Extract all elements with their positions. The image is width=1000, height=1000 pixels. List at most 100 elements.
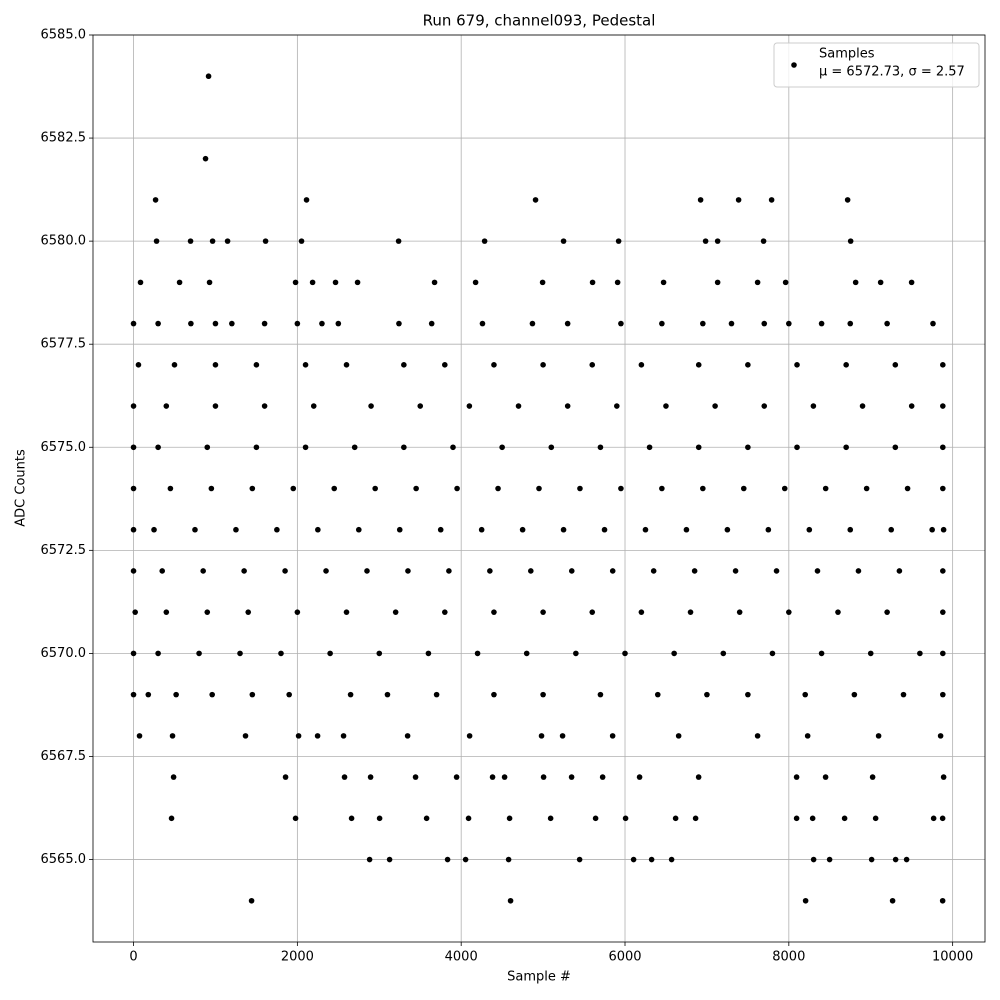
point bbox=[704, 691, 710, 698]
point bbox=[804, 733, 811, 739]
point bbox=[630, 856, 637, 863]
point bbox=[589, 362, 596, 368]
point bbox=[135, 362, 142, 368]
point bbox=[478, 526, 485, 533]
point bbox=[660, 279, 667, 286]
point bbox=[761, 320, 768, 327]
point bbox=[714, 279, 721, 286]
point bbox=[559, 733, 566, 739]
point bbox=[782, 279, 789, 286]
point bbox=[340, 733, 347, 739]
point bbox=[720, 650, 727, 657]
point bbox=[163, 403, 170, 409]
point bbox=[242, 733, 249, 739]
point bbox=[286, 691, 292, 698]
point bbox=[659, 320, 665, 327]
point bbox=[576, 856, 583, 863]
point bbox=[208, 485, 215, 492]
point bbox=[724, 526, 731, 533]
point bbox=[867, 650, 874, 657]
y-tick-label: 6575.0 bbox=[41, 440, 87, 455]
point bbox=[540, 691, 546, 698]
point bbox=[872, 815, 879, 822]
point bbox=[417, 403, 424, 409]
point bbox=[622, 650, 628, 657]
point bbox=[204, 609, 211, 615]
point bbox=[209, 238, 216, 244]
point bbox=[638, 609, 645, 615]
point bbox=[491, 609, 497, 615]
point bbox=[130, 691, 137, 698]
point bbox=[930, 320, 936, 327]
point bbox=[323, 568, 329, 574]
point bbox=[540, 774, 547, 780]
point bbox=[614, 403, 620, 409]
point bbox=[877, 279, 884, 286]
point bbox=[940, 609, 946, 615]
legend-label: Samples bbox=[819, 47, 875, 62]
point bbox=[592, 815, 599, 822]
point bbox=[822, 774, 829, 780]
point bbox=[892, 856, 899, 863]
point bbox=[540, 362, 546, 368]
point bbox=[851, 691, 858, 698]
point bbox=[327, 650, 333, 657]
point bbox=[261, 403, 268, 409]
point bbox=[176, 279, 183, 286]
point bbox=[786, 320, 792, 327]
point bbox=[847, 526, 854, 533]
point bbox=[793, 774, 800, 780]
point bbox=[446, 568, 452, 574]
point bbox=[489, 774, 496, 780]
point bbox=[481, 238, 488, 244]
point bbox=[431, 279, 438, 286]
point bbox=[366, 856, 373, 863]
point bbox=[212, 362, 219, 368]
point bbox=[884, 609, 890, 615]
point bbox=[523, 650, 530, 657]
point bbox=[192, 526, 198, 533]
point bbox=[155, 444, 161, 451]
plot-frame bbox=[92, 34, 986, 943]
point bbox=[354, 279, 361, 286]
point bbox=[802, 897, 809, 904]
point bbox=[355, 526, 362, 533]
point bbox=[253, 362, 260, 368]
point bbox=[564, 403, 571, 409]
point bbox=[642, 526, 649, 533]
point bbox=[568, 568, 575, 574]
point bbox=[506, 815, 513, 822]
y-tick-label: 6567.5 bbox=[41, 749, 87, 764]
legend-subtitle: μ = 6572.73, σ = 2.57 bbox=[819, 65, 965, 80]
point bbox=[442, 609, 448, 615]
point bbox=[491, 691, 497, 698]
point bbox=[413, 485, 419, 492]
point bbox=[892, 362, 899, 368]
point bbox=[347, 691, 354, 698]
point bbox=[903, 856, 910, 863]
point bbox=[292, 815, 299, 822]
point bbox=[663, 403, 669, 409]
point bbox=[765, 526, 772, 533]
point bbox=[261, 320, 268, 327]
point bbox=[428, 320, 435, 327]
point bbox=[847, 320, 854, 327]
point bbox=[249, 485, 256, 492]
point bbox=[702, 238, 709, 244]
point bbox=[309, 279, 316, 286]
point bbox=[444, 856, 451, 863]
point bbox=[768, 197, 775, 203]
point bbox=[852, 279, 859, 286]
point bbox=[332, 279, 339, 286]
point bbox=[442, 362, 448, 368]
point bbox=[335, 320, 342, 327]
point bbox=[315, 526, 321, 533]
point bbox=[940, 362, 946, 368]
point bbox=[875, 733, 882, 739]
point bbox=[671, 650, 677, 657]
point bbox=[745, 691, 751, 698]
point bbox=[188, 320, 194, 327]
point bbox=[295, 733, 302, 739]
point bbox=[233, 526, 239, 533]
